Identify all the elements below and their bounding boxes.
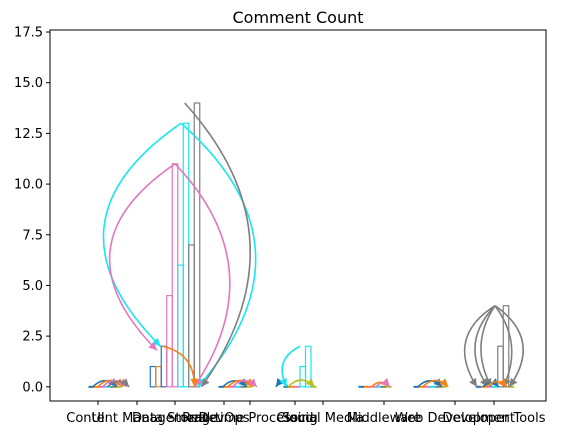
x-tick-label: Data Storage [132,411,218,426]
y-tick-label: 10.0 [14,178,43,193]
arrow-head [190,378,199,387]
arrow-curve [180,122,257,388]
plot-frame [49,29,547,402]
arrow-curve [480,305,496,388]
y-tick-label: 5.0 [22,279,43,294]
arrow-head [197,378,207,387]
arrows-layer [92,102,524,388]
arrow-head [279,377,287,387]
bar [304,345,312,388]
x-tick-label: DevOps [199,411,250,426]
arrow-head [306,378,315,387]
bar [177,264,184,388]
arrow-curve [102,122,182,347]
x-tick-label: Cloud [276,411,313,426]
arrow-head [275,378,284,387]
x-tick-label: Social Media [282,411,364,426]
bar [171,163,179,388]
y-tick-label: 0.0 [22,380,43,395]
arrow-head [151,337,161,347]
bar [193,102,201,388]
bar [299,365,307,388]
arrow-head [120,378,130,387]
arrow-curve [184,102,252,388]
bar [155,365,162,388]
x-tick-label: UI [91,411,104,426]
arrow-head [509,377,518,387]
arrow-head [439,378,449,387]
arrow-head [148,341,157,351]
arrow-curve [108,163,176,351]
arrow-curve [474,305,496,388]
arrow-head [201,377,210,387]
y-axis: 0.0 2.5 5.0 7.5 10.0 12.5 15.0 17.5 [14,26,50,395]
arrow-head [433,378,443,387]
x-tick-label: Content Management [66,411,207,426]
arrow-head [498,378,508,387]
bars-layer [88,102,515,388]
arrow-curve [174,163,231,388]
y-tick-label: 12.5 [14,127,43,142]
x-tick-label: Web Development [395,411,515,426]
arrow-head [248,378,257,387]
x-tick-label: Middleware [347,411,422,426]
x-tick-label: Real-time Processing [182,411,318,426]
y-tick-label: 15.0 [14,76,43,91]
arrow-head [469,377,477,387]
bar [149,365,157,388]
y-tick-label: 17.5 [14,26,43,41]
bar [182,122,190,388]
chart-title: Comment Count [233,8,364,27]
y-tick-label: 7.5 [22,228,43,243]
arrow-curve [494,305,524,388]
bar [160,345,168,388]
arrow-head [381,378,390,387]
arrow-curve [494,305,513,388]
arrow-head [238,378,248,387]
arrow-curve [463,305,496,388]
x-tick-label: Developer Tools [442,411,545,426]
y-tick-label: 2.5 [22,330,43,345]
arrow-curve [162,345,196,387]
bar [166,294,173,388]
